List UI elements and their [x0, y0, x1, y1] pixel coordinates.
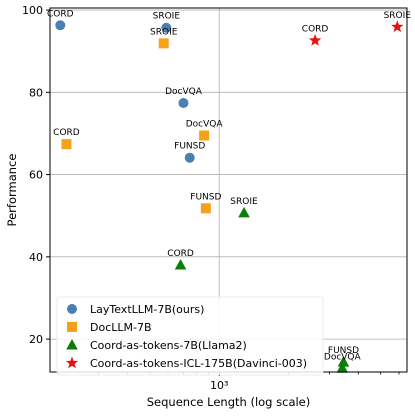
point-label: DocVQA: [324, 352, 362, 362]
legend-marker: [67, 304, 77, 314]
data-points: [55, 20, 404, 373]
y-axis-label: Performance: [5, 154, 19, 227]
data-point: [161, 22, 172, 33]
point-label: SROIE: [230, 197, 258, 207]
point-label: FUNSD: [174, 142, 205, 152]
grid-lines: [50, 8, 407, 372]
data-point: [158, 38, 169, 49]
point-label: CORD: [53, 128, 80, 138]
legend-entry: Coord-as-tokens-7B(Llama2): [90, 339, 247, 352]
point-label: CORD: [167, 249, 194, 259]
y-tick-label: 80: [29, 86, 43, 99]
x-axis-label: Sequence Length (log scale): [147, 395, 311, 409]
y-tick-label: 40: [29, 251, 43, 264]
legend-marker: [65, 356, 79, 369]
legend-box: [56, 296, 324, 376]
legend-marker: [66, 339, 78, 350]
y-tick-label: 60: [29, 169, 43, 182]
point-labels: CORD SROIEDocVQAFUNSDCORDSROIEDocVQAFUNSD…: [47, 9, 411, 362]
point-label: CORD: [47, 9, 74, 19]
legend-entry: DocLLM-7B: [90, 321, 152, 334]
data-point: [178, 98, 189, 109]
legend-entry: Coord-as-tokens-ICL-175B(Davinci-003): [90, 357, 307, 370]
data-point: [200, 203, 211, 214]
point-label: FUNSD: [328, 346, 359, 356]
point-label: DocVQA: [165, 87, 203, 97]
y-tick-label: 100: [22, 4, 43, 17]
point-label: SROIE: [384, 11, 412, 21]
x-tick-label: 10³: [210, 379, 228, 392]
data-point: [184, 152, 195, 163]
data-point: [308, 33, 322, 46]
data-point: [336, 362, 349, 373]
legend: LayTextLLM-7B(ours) DocLLM-7B Coord-as-tok…: [56, 296, 324, 376]
data-point: [391, 20, 404, 33]
point-label: DocVQA: [186, 120, 224, 130]
data-point: [238, 206, 250, 218]
data-point: [337, 356, 350, 367]
data-point: [174, 259, 187, 270]
point-label: SROIE: [150, 27, 178, 37]
data-point: [61, 139, 72, 150]
legend-marker: [67, 322, 77, 332]
point-label: SROIE: [153, 12, 181, 22]
point-label: CORD: [302, 24, 329, 34]
legend-entry: LayTextLLM-7B(ours): [90, 303, 204, 316]
data-point: [199, 130, 210, 141]
point-label: FUNSD: [190, 192, 221, 202]
data-point: [55, 20, 66, 31]
y-tick-label: 20: [29, 333, 43, 346]
